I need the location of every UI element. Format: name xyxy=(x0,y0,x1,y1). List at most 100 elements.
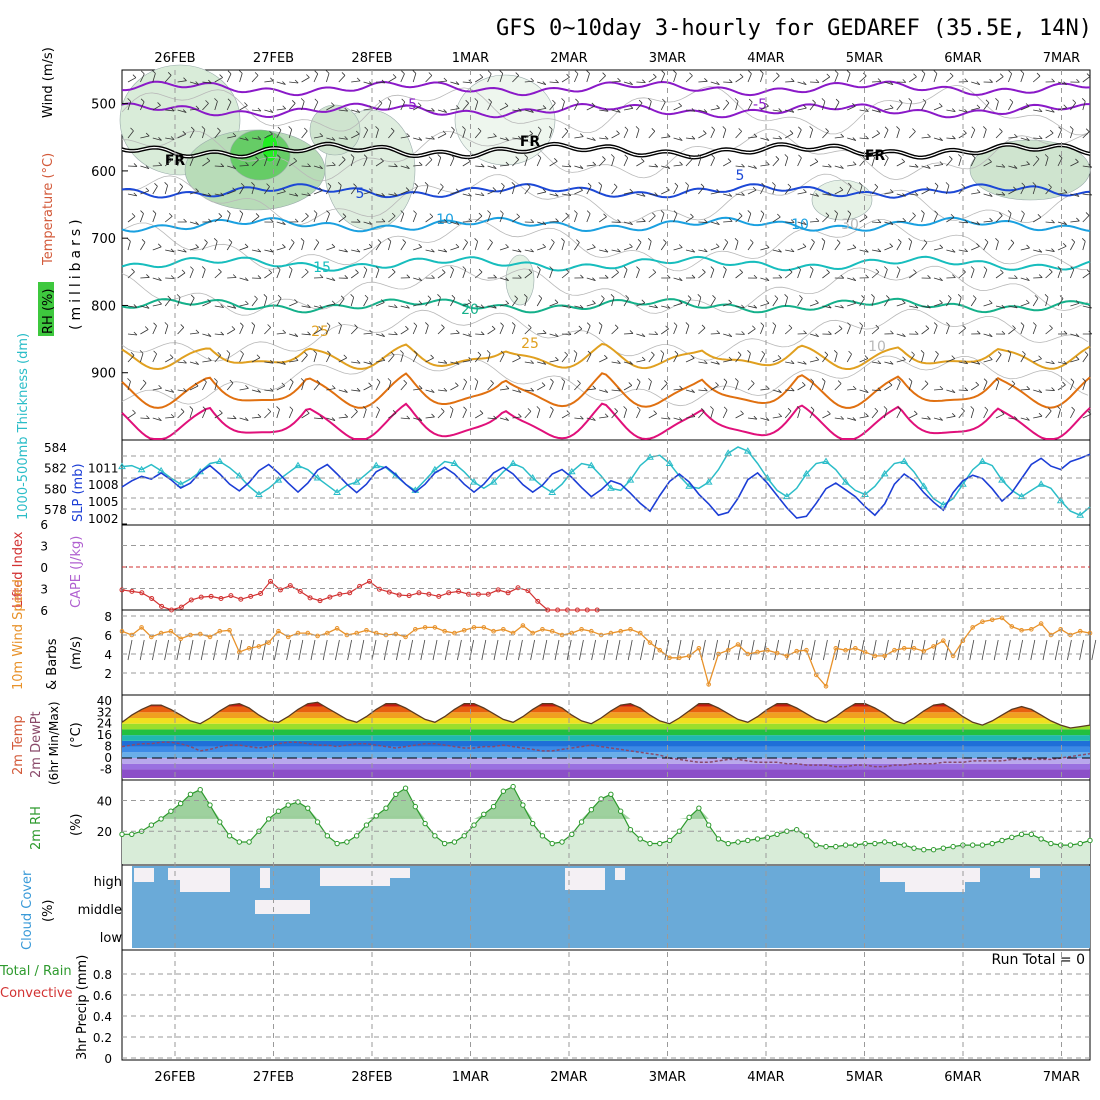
wind-barb xyxy=(1045,132,1054,139)
wind-barb-flag xyxy=(913,73,917,78)
wind-barb-flag xyxy=(344,389,348,393)
surface-wind-barb xyxy=(701,639,706,661)
wind-barb-flag xyxy=(877,248,882,252)
wind-barb-flag xyxy=(542,188,547,193)
thickness-point xyxy=(646,453,654,460)
wind-barb-flag xyxy=(1000,410,1005,415)
wind-speed-point xyxy=(217,628,223,634)
wind-barb-flag xyxy=(685,322,690,326)
wind-barb-flag xyxy=(1069,126,1074,130)
wind-speed-point xyxy=(432,625,438,630)
wind-barb xyxy=(1057,269,1062,279)
wind-speed-point xyxy=(471,625,477,630)
wind-barb xyxy=(611,272,619,279)
wind-barb xyxy=(549,333,559,337)
wind-barb-flag xyxy=(492,165,497,169)
surface-wind-barb xyxy=(347,639,352,661)
wind-barb xyxy=(400,165,410,169)
wind-barb xyxy=(673,353,679,363)
wind-barb xyxy=(1082,413,1092,419)
wind-barb-flag xyxy=(170,107,175,112)
wind-barb xyxy=(673,417,683,421)
wind-barb-flag xyxy=(877,219,882,223)
wind-barb xyxy=(412,325,418,335)
wind-speed-point xyxy=(139,625,144,630)
wind-barb xyxy=(772,249,782,253)
wind-barb xyxy=(896,102,903,111)
wind-barb-flag xyxy=(604,354,608,359)
wind-barb-flag xyxy=(753,274,758,279)
wind-barb-flag xyxy=(354,324,358,328)
wind-barb-flag xyxy=(277,294,282,299)
wind-barb xyxy=(152,186,158,195)
wind-barb-flag xyxy=(766,385,770,390)
cloud-gap xyxy=(134,868,154,882)
wind-barb-flag xyxy=(425,322,429,326)
surface-wind-barb xyxy=(139,639,145,661)
thickness-tick-label: 578 xyxy=(44,503,67,517)
thickness-point xyxy=(783,492,791,500)
cloud-unit-label: (%) xyxy=(41,900,56,923)
wind-barb-flag xyxy=(970,406,974,410)
wind-barb xyxy=(214,165,224,167)
rh-point xyxy=(197,786,203,793)
wind-barb-flag xyxy=(350,154,355,158)
wind-barb xyxy=(338,325,342,335)
wind-barb-flag xyxy=(1026,417,1030,421)
wind-barb-flag xyxy=(815,333,819,337)
wind-barb-flag xyxy=(381,299,385,303)
wind-barb xyxy=(227,305,237,309)
wind-barb-flag xyxy=(951,248,956,253)
wind-barb xyxy=(908,215,916,223)
wind-barb xyxy=(896,409,902,419)
wind-barb xyxy=(301,412,310,419)
wind-barb xyxy=(995,131,1003,139)
wind-barb-flag xyxy=(604,413,609,418)
wind-barb xyxy=(995,354,1002,363)
isotherm-15 xyxy=(121,255,1091,272)
wind-barb-flag xyxy=(181,269,186,274)
wind-barb-flag xyxy=(961,407,965,412)
contour-label: 15 xyxy=(313,260,331,276)
wind-barb-flag xyxy=(939,277,943,281)
temp-tick-label: 16 xyxy=(97,728,112,742)
wind-barb-flag xyxy=(847,182,852,187)
rh-point xyxy=(901,842,907,848)
bottom-date-labels: 26FEB 27FEB 28FEB 1MAR 2MAR 3MAR 4MAR 5MAR 6MAR 7… xyxy=(154,1070,1080,1085)
wind-barb-flag xyxy=(130,352,135,356)
wind-barb-flag xyxy=(479,73,484,78)
bottom-date-label: 7MAR xyxy=(1043,1070,1080,1085)
wind-barb xyxy=(239,213,244,223)
wind-barb-flag xyxy=(826,73,831,78)
thickness-point xyxy=(274,476,283,483)
wind-barb xyxy=(140,417,150,420)
wind-barb xyxy=(574,417,584,420)
wind-barb-flag xyxy=(201,266,206,270)
wind-barb xyxy=(785,221,795,224)
wind-barb xyxy=(971,361,981,365)
wind-barb xyxy=(785,389,795,392)
wind-barb xyxy=(896,302,906,307)
wind-barb-flag xyxy=(1038,108,1043,112)
wind-barb-flag xyxy=(976,104,981,109)
wind-barb-flag xyxy=(920,350,925,354)
wind-barb xyxy=(623,361,633,365)
wind-barb xyxy=(400,190,410,195)
wind-barb xyxy=(1070,220,1080,223)
wind-barb xyxy=(1020,325,1025,335)
wind-barb-flag xyxy=(660,210,665,214)
cloud-gap xyxy=(168,868,180,880)
wind-barb-flag xyxy=(840,133,845,138)
wind-barb-flag xyxy=(1012,325,1016,329)
wind-barb-flag xyxy=(901,158,906,163)
precip-tick-label: 0 xyxy=(104,1052,112,1066)
wind-barb-flag xyxy=(984,406,989,411)
rh-point xyxy=(236,839,243,845)
surface-wind-barb xyxy=(859,639,865,661)
wind-barb xyxy=(1070,359,1080,363)
wind-speed-point xyxy=(579,627,584,632)
wind-barb-flag xyxy=(282,81,286,85)
wind-barb-flag xyxy=(798,126,802,131)
wind-barb xyxy=(388,165,398,168)
wind-barb-flag xyxy=(474,238,478,242)
